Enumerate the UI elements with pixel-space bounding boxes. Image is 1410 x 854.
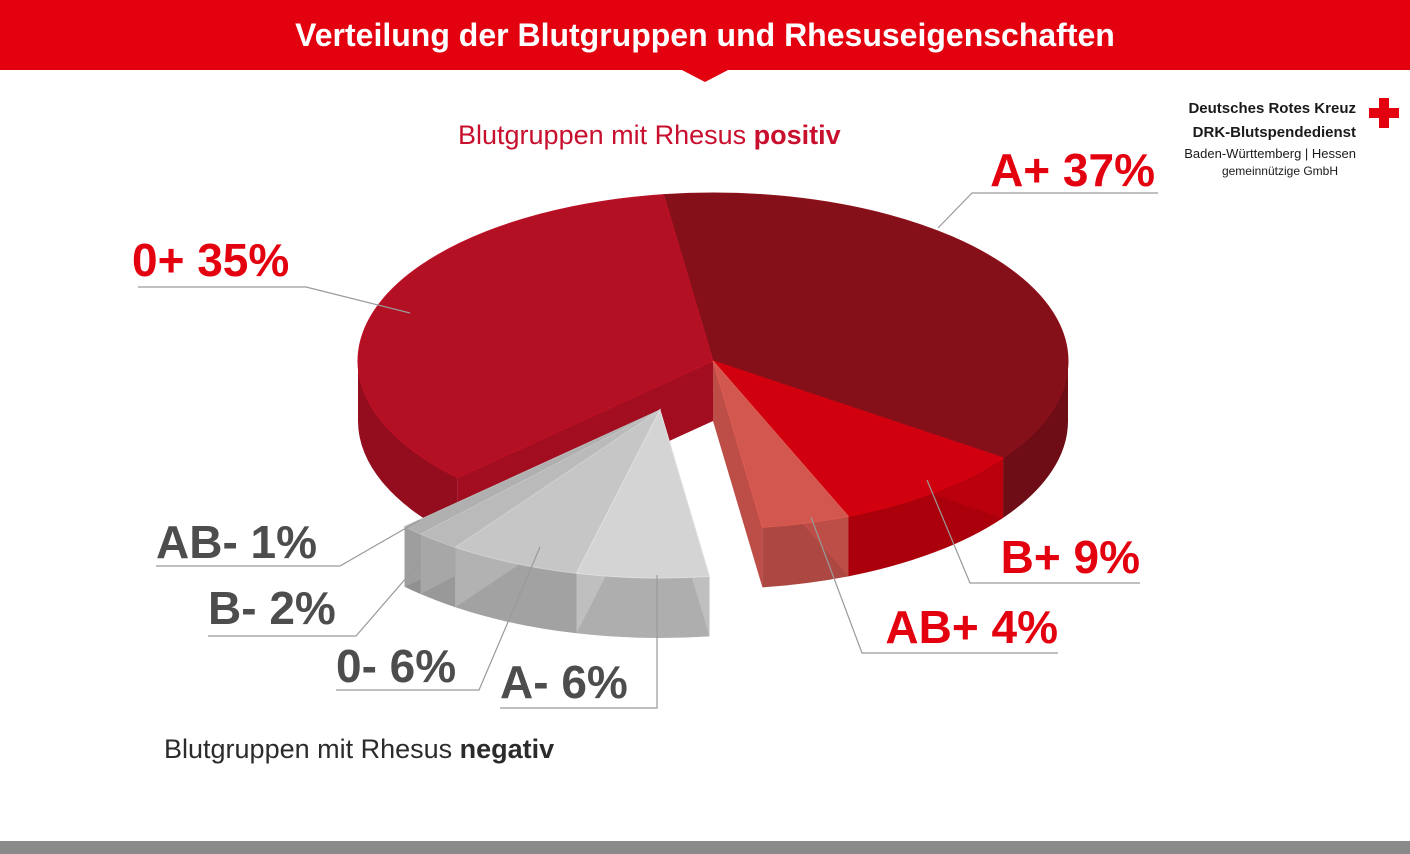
positive-section-title: Blutgruppen mit Rhesus positiv — [458, 120, 841, 151]
slice-top-b-negpos — [711, 359, 1005, 517]
leader-line-b-neg — [208, 561, 421, 637]
slice-top-0-neg — [454, 408, 662, 574]
pie-top-layer — [357, 192, 1069, 579]
negative-title-prefix: Blutgruppen mit Rhesus — [164, 734, 460, 764]
slice-cut-ab-negpos-1 — [713, 361, 763, 588]
data-label-b-neg: B- 2% — [208, 582, 336, 634]
data-label-ab-negpos: AB+ 4% — [885, 601, 1058, 653]
slice-top-a-neg — [575, 408, 711, 579]
data-label-ab-neg: AB- 1% — [156, 516, 317, 568]
slice-side-a-neg — [576, 573, 710, 638]
page-title: Verteilung der Blutgruppen und Rhesuseig… — [295, 16, 1115, 53]
data-label-a-neg: A- 6% — [500, 656, 628, 708]
leader-line-b-negpos — [926, 479, 1140, 584]
logo-status: gemeinnützige GmbH — [1221, 164, 1338, 178]
data-label-0-negpos: 0+ 35% — [132, 234, 289, 286]
slice-top-0-negpos — [357, 194, 714, 479]
leader-line-ab-negpos — [810, 516, 1058, 654]
banner-notch — [680, 69, 730, 82]
drk-logo: Deutsches Rotes Kreuz DRK-Blutspendedien… — [1150, 98, 1400, 188]
header-banner: Verteilung der Blutgruppen und Rhesuseig… — [0, 0, 1410, 70]
leader-line-0-neg — [336, 546, 541, 691]
leader-line-0-negpos — [138, 286, 411, 314]
negative-title-bold: negativ — [459, 734, 555, 764]
leader-line-a-negpos — [937, 192, 1158, 229]
negative-section-title: Blutgruppen mit Rhesus negativ — [164, 734, 554, 765]
footer-bar — [0, 841, 1410, 854]
data-label-b-negpos: B+ 9% — [1001, 531, 1140, 583]
slice-top-a-negpos — [662, 192, 1069, 459]
slice-top-ab-negpos — [712, 360, 850, 528]
logo-region: Baden-Württemberg | Hessen — [1184, 146, 1356, 161]
slice-side-a-negpos — [1003, 361, 1068, 518]
logo-org-name: Deutsches Rotes Kreuz — [1188, 100, 1356, 117]
slice-side-0-negpos — [358, 361, 458, 538]
leader-line-ab-neg — [156, 519, 421, 567]
positive-title-bold: positiv — [753, 120, 841, 150]
logo-service-name: DRK-Blutspendedienst — [1192, 124, 1356, 141]
label-layer: A+ 37% B+ 9% AB+ 4% A- 6% 0- 6%B- 2% AB- 1% 0+… — [132, 144, 1158, 709]
leader-line-a-neg — [500, 575, 658, 709]
red-cross-icon — [1369, 98, 1399, 128]
data-label-a-negpos: A+ 37% — [990, 144, 1155, 196]
positive-title-prefix: Blutgruppen mit Rhesus — [458, 120, 754, 150]
data-label-0-neg: 0- 6% — [336, 640, 456, 692]
